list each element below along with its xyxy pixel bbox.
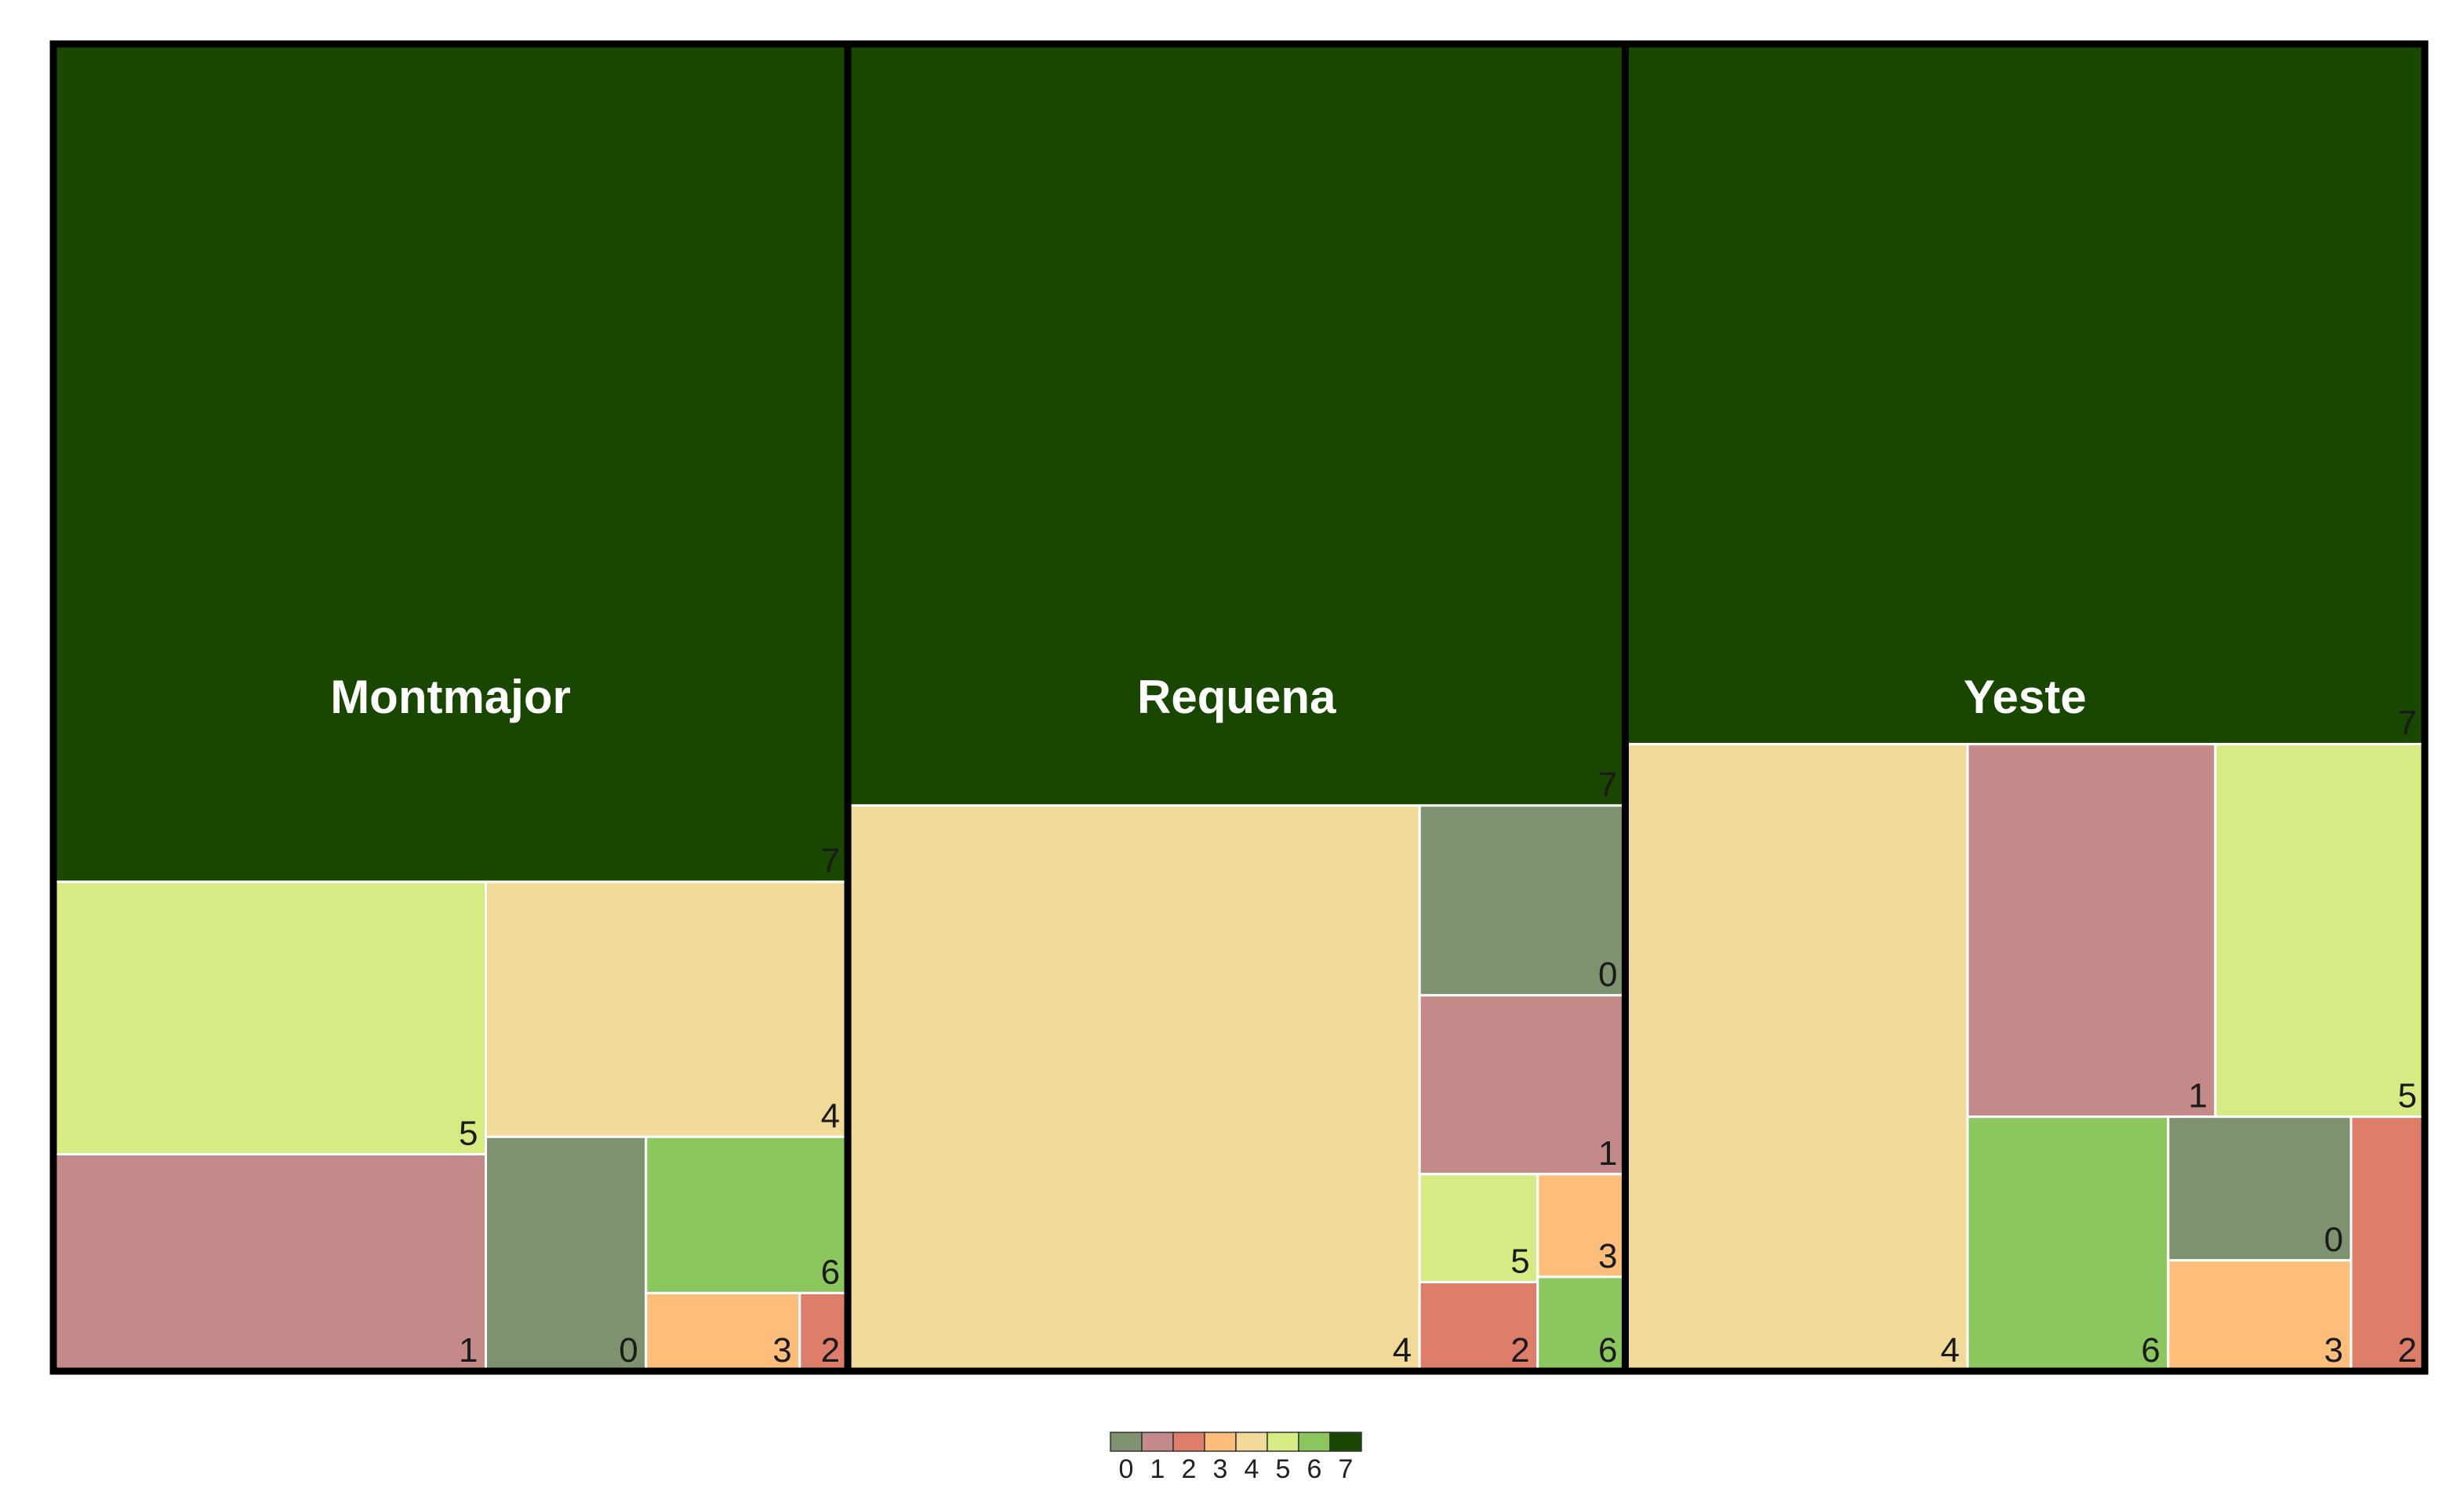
cell-label: 3 <box>772 1331 791 1370</box>
cell-requena-2 <box>1418 1281 1539 1373</box>
cell-montmajor-0 <box>485 1135 648 1373</box>
cell-montmajor-4 <box>485 880 849 1138</box>
cell-requena-6 <box>1536 1275 1626 1373</box>
cell-label: 4 <box>1393 1331 1412 1370</box>
legend-label-0: 0 <box>1119 1454 1134 1484</box>
cell-label: 7 <box>1598 766 1617 804</box>
cell-montmajor-2 <box>798 1291 849 1373</box>
cell-label: 5 <box>1510 1243 1529 1281</box>
cells-layer <box>52 42 2426 1373</box>
cell-label: 6 <box>1598 1331 1617 1370</box>
group-border-yeste <box>1621 40 2429 1375</box>
legend-label-3: 3 <box>1213 1454 1228 1484</box>
legend-label-7: 7 <box>1339 1454 1354 1484</box>
cell-yeste-3 <box>2167 1259 2353 1373</box>
cell-label: 4 <box>1940 1331 1959 1370</box>
legend-swatch-1 <box>1141 1432 1174 1452</box>
legend-label-5: 5 <box>1276 1454 1291 1484</box>
cell-montmajor-5 <box>52 880 488 1155</box>
legend-swatch-2 <box>1172 1432 1205 1452</box>
cell-requena-0 <box>1418 804 1626 997</box>
cell-label: 6 <box>2141 1331 2160 1370</box>
cell-label: 3 <box>1598 1237 1617 1275</box>
cell-label: 2 <box>821 1331 840 1370</box>
cell-label: 1 <box>2188 1077 2207 1115</box>
legend-swatch-3 <box>1204 1432 1237 1452</box>
legend-swatch-0 <box>1110 1432 1143 1452</box>
legend-swatch-6 <box>1298 1432 1331 1452</box>
legend-label-1: 1 <box>1150 1454 1165 1484</box>
cell-label: 1 <box>1598 1134 1617 1173</box>
group-label-requena: Requena <box>1137 671 1336 723</box>
legend-swatch-5 <box>1267 1432 1299 1452</box>
cell-yeste-0 <box>2167 1115 2353 1262</box>
cell-requena-1 <box>1418 994 1626 1176</box>
cell-label: 5 <box>2398 1077 2417 1115</box>
cell-label: 4 <box>821 1097 840 1135</box>
cell-label: 0 <box>2324 1221 2342 1259</box>
cell-label: 7 <box>2398 704 2417 743</box>
cell-label: 7 <box>821 842 840 880</box>
cell-label: 1 <box>459 1331 478 1370</box>
cell-yeste-1 <box>1966 743 2217 1119</box>
cell-label: 2 <box>2398 1331 2417 1370</box>
cell-label: 3 <box>2324 1331 2342 1370</box>
cell-requena-4 <box>846 804 1421 1373</box>
group-borders <box>49 40 2429 1375</box>
cell-yeste-4 <box>1623 743 1969 1373</box>
cell-label: 2 <box>1510 1331 1529 1370</box>
cell-label: 0 <box>1598 955 1617 994</box>
cell-yeste-5 <box>2214 743 2426 1119</box>
cell-montmajor-6 <box>645 1135 849 1294</box>
legend-label-2: 2 <box>1182 1454 1197 1484</box>
legend-swatch-7 <box>1329 1432 1362 1452</box>
cell-montmajor-7 <box>52 42 849 883</box>
cell-yeste-7 <box>1623 42 2426 746</box>
cell-montmajor-1 <box>52 1152 488 1373</box>
cell-label: 5 <box>459 1114 478 1152</box>
cell-yeste-6 <box>1966 1115 2170 1373</box>
cell-label: 0 <box>619 1331 638 1370</box>
legend-swatch-4 <box>1235 1432 1268 1452</box>
group-label-montmajor: Montmajor <box>330 671 571 723</box>
group-label-yeste: Yeste <box>1964 671 2087 723</box>
legend-label-6: 6 <box>1307 1454 1322 1484</box>
legend-label-4: 4 <box>1245 1454 1259 1484</box>
cell-label: 6 <box>821 1253 840 1291</box>
